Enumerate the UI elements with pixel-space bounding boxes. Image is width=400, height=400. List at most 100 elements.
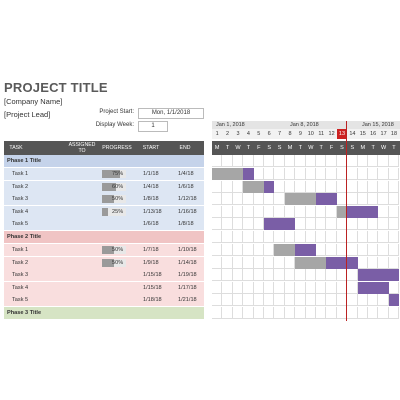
- gantt-bar-remaining[interactable]: [347, 205, 379, 218]
- task-start[interactable]: 1/1/18: [143, 171, 159, 177]
- today-marker: [346, 121, 347, 321]
- display-week-field[interactable]: 1: [138, 121, 168, 132]
- task-row[interactable]: Task 2 60% 1/4/18 1/6/18: [4, 180, 204, 193]
- gantt-bar-remaining[interactable]: [316, 193, 337, 206]
- gantt-cell: [284, 231, 296, 243]
- project-start-label: Project Start:: [99, 109, 134, 115]
- task-start[interactable]: 1/15/18: [143, 284, 162, 291]
- task-name[interactable]: Task 2: [12, 259, 29, 266]
- gantt-bar-remaining[interactable]: [243, 168, 254, 180]
- project-title[interactable]: PROJECT TITLE: [4, 80, 108, 95]
- task-name[interactable]: Task 5: [12, 221, 29, 228]
- gantt-cell: [253, 307, 264, 319]
- phase-title[interactable]: Phase 1 Title: [7, 158, 42, 164]
- task-end[interactable]: 1/12/18: [178, 196, 197, 203]
- task-row[interactable]: Task 1 50% 1/7/18 1/10/18: [4, 244, 204, 256]
- gantt-bar-remaining[interactable]: [295, 244, 316, 256]
- gantt-bar-remaining[interactable]: [264, 218, 296, 231]
- task-end[interactable]: 1/8/18: [178, 221, 194, 228]
- task-end[interactable]: 1/17/18: [178, 284, 197, 291]
- day-number-15: 15: [359, 131, 366, 137]
- gantt-cell: [284, 180, 296, 193]
- task-progress[interactable]: 60%: [112, 183, 124, 190]
- task-name[interactable]: Task 1: [12, 171, 29, 177]
- gantt-cell: [274, 294, 285, 307]
- gantt-cell: [305, 155, 316, 167]
- task-row[interactable]: Task 4 25% 1/13/18 1/16/18: [4, 205, 204, 218]
- task-row[interactable]: Task 3 50% 1/8/18 1/12/18: [4, 193, 204, 206]
- task-row[interactable]: Task 2 50% 1/9/18 1/14/18: [4, 256, 204, 269]
- gantt-cell: [388, 180, 400, 193]
- gantt-cell: [232, 281, 244, 294]
- gantt-bar-remaining[interactable]: [388, 294, 400, 307]
- day-number-12: 12: [328, 131, 335, 137]
- gantt-cell: [295, 155, 306, 167]
- weekday-header: [212, 141, 400, 155]
- task-end[interactable]: 1/4/18: [178, 171, 194, 177]
- task-end[interactable]: 1/6/18: [178, 183, 194, 190]
- task-row[interactable]: Task 1 75% 1/1/18 1/4/18: [4, 168, 204, 180]
- gantt-bar-complete[interactable]: [274, 244, 296, 256]
- gantt-cell: [284, 269, 296, 282]
- task-row[interactable]: Task 3 1/15/18 1/19/18: [4, 269, 204, 282]
- task-name[interactable]: Task 1: [12, 247, 29, 253]
- task-progress[interactable]: 75%: [112, 171, 124, 177]
- task-progress[interactable]: 50%: [112, 247, 124, 253]
- project-lead[interactable]: [Project Lead]: [4, 110, 51, 119]
- task-row[interactable]: Task 5 1/18/18 1/21/18: [4, 294, 204, 307]
- gantt-bar-complete[interactable]: [336, 205, 348, 218]
- task-name[interactable]: Task 3: [12, 196, 29, 203]
- gantt-bar-complete[interactable]: [295, 256, 327, 269]
- task-start[interactable]: 1/8/18: [143, 196, 159, 203]
- day-number-13: 13: [336, 129, 348, 139]
- task-start[interactable]: 1/4/18: [143, 183, 159, 190]
- gantt-bar-complete[interactable]: [212, 168, 244, 180]
- task-name[interactable]: Task 4: [12, 284, 29, 291]
- gantt-cell: [264, 155, 275, 167]
- gantt-bar-complete[interactable]: [284, 193, 316, 206]
- phase-row[interactable]: Phase 3 Title: [4, 307, 204, 319]
- task-end[interactable]: 1/19/18: [178, 272, 197, 279]
- task-start[interactable]: 1/13/18: [143, 208, 162, 215]
- gantt-cell: [378, 180, 389, 193]
- gantt-bar-complete[interactable]: [243, 180, 264, 193]
- task-start[interactable]: 1/6/18: [143, 221, 159, 228]
- task-end[interactable]: 1/21/18: [178, 297, 197, 304]
- gantt-task-row: [212, 180, 400, 193]
- task-progress[interactable]: 50%: [112, 196, 124, 203]
- gantt-bar-remaining[interactable]: [326, 256, 358, 269]
- task-progress[interactable]: 25%: [112, 208, 124, 215]
- task-start[interactable]: 1/7/18: [143, 247, 159, 253]
- task-row[interactable]: Task 5 1/6/18 1/8/18: [4, 218, 204, 231]
- gantt-cell: [212, 294, 223, 307]
- task-start[interactable]: 1/9/18: [143, 259, 159, 266]
- gantt-cell: [368, 256, 379, 269]
- gantt-bar-remaining[interactable]: [357, 269, 400, 282]
- project-start-field[interactable]: Mon, 1/1/2018: [138, 108, 204, 119]
- task-end[interactable]: 1/16/18: [178, 208, 197, 215]
- gantt-task-row: [212, 218, 400, 231]
- phase-title[interactable]: Phase 2 Title: [7, 234, 42, 240]
- task-name[interactable]: Task 2: [12, 183, 29, 190]
- col-start: START: [142, 145, 160, 151]
- task-start[interactable]: 1/15/18: [143, 272, 162, 279]
- progress-fill: [102, 246, 114, 254]
- company-name[interactable]: [Company Name]: [4, 97, 63, 106]
- gantt-cell: [326, 269, 337, 282]
- task-name[interactable]: Task 4: [12, 208, 29, 215]
- phase-title[interactable]: Phase 3 Title: [7, 310, 42, 316]
- task-name[interactable]: Task 3: [12, 272, 29, 279]
- task-progress[interactable]: 50%: [112, 259, 124, 266]
- task-start[interactable]: 1/18/18: [143, 297, 162, 304]
- gantt-bar-remaining[interactable]: [357, 281, 389, 294]
- phase-row[interactable]: Phase 2 Title: [4, 231, 204, 243]
- task-row[interactable]: Task 4 1/15/18 1/17/18: [4, 281, 204, 294]
- phase-row[interactable]: Phase 1 Title: [4, 155, 204, 167]
- gantt-cell: [243, 256, 254, 269]
- task-end[interactable]: 1/14/18: [178, 259, 197, 266]
- task-end[interactable]: 1/10/18: [178, 247, 197, 253]
- day-number-row: [212, 129, 400, 139]
- gantt-bar-remaining[interactable]: [264, 180, 275, 193]
- progress-fill: [102, 207, 108, 216]
- task-name[interactable]: Task 5: [12, 297, 29, 304]
